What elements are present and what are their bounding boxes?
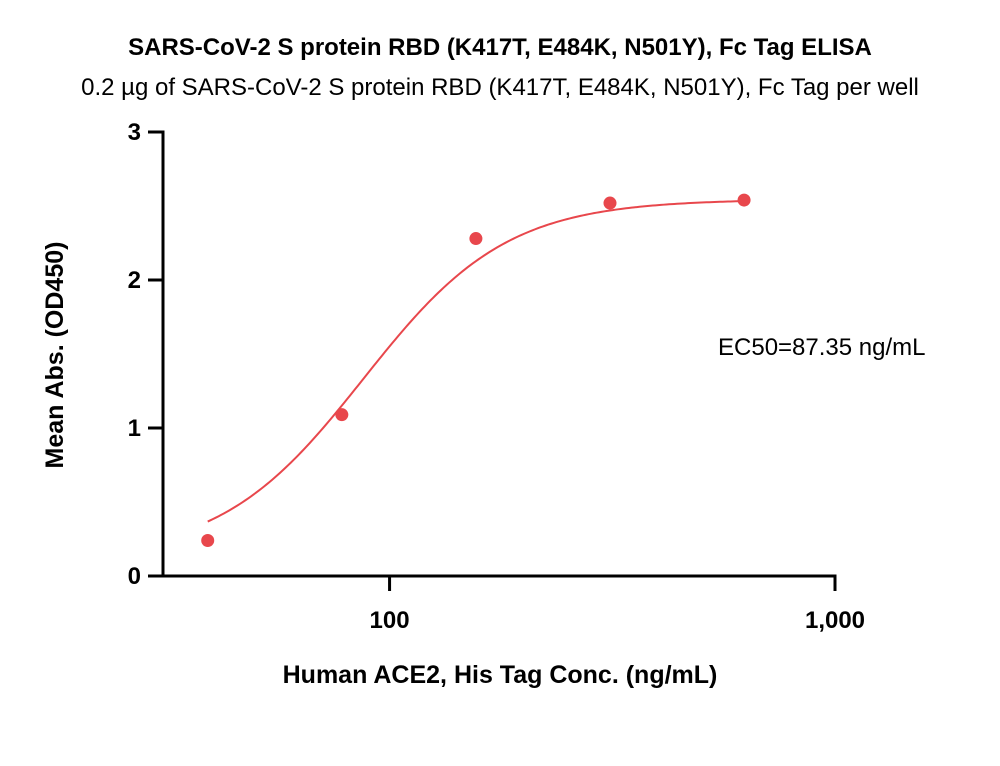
x-axis-label: Human ACE2, His Tag Conc. (ng/mL): [282, 661, 718, 689]
x-tick-label: 100: [370, 607, 410, 634]
y-tick-label: 2: [128, 267, 141, 294]
chart-title: SARS-CoV-2 S protein RBD (K417T, E484K, …: [128, 34, 872, 61]
data-point: [737, 193, 751, 207]
y-tick-label: 1: [128, 415, 141, 442]
y-tick-label: 3: [128, 119, 141, 146]
ec50-annotation: EC50=87.35 ng/mL: [718, 334, 926, 361]
y-tick-label: 0: [128, 563, 141, 590]
data-point: [603, 196, 617, 210]
data-point: [335, 408, 349, 422]
y-axis-label: Mean Abs. (OD450): [41, 241, 69, 469]
data-point: [469, 232, 483, 246]
chart-subtitle: 0.2 µg of SARS-CoV-2 S protein RBD (K417…: [81, 74, 919, 101]
x-tick-label: 1,000: [805, 607, 865, 634]
fit-curve: [207, 200, 745, 523]
data-point: [201, 533, 215, 547]
